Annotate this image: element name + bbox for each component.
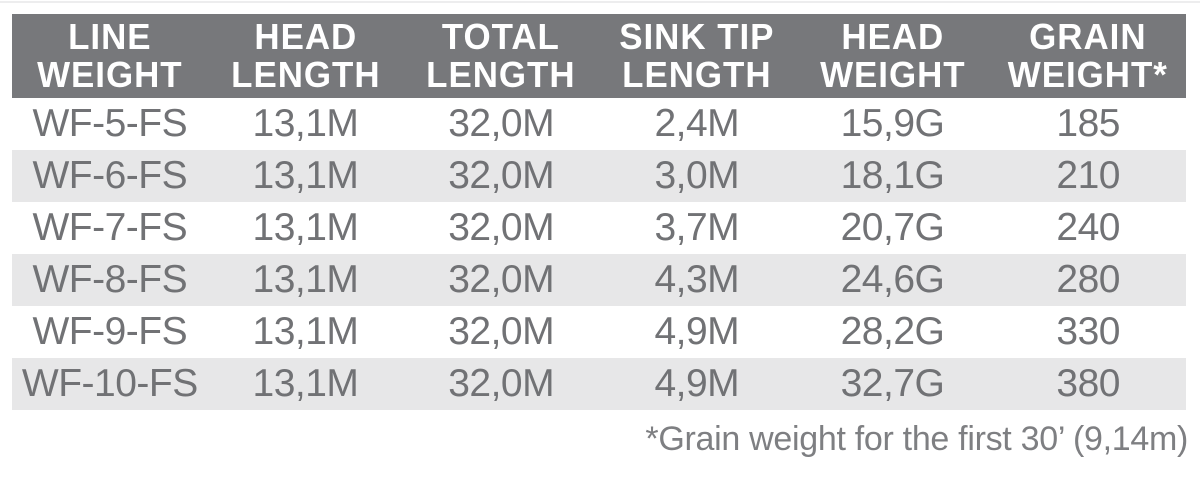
column-header-label: LENGTH [426, 54, 576, 95]
grain-weight-footnote: *Grain weight for the first 30’ (9,14m) [645, 420, 1188, 458]
column-header-label: WEIGHT [37, 54, 183, 95]
cell-sink-tip-length: 2,4M [654, 102, 740, 145]
table-row-wf-8-fs: WF-8-FS 13,1M 32,0M 4,3M 24,6G 280 [12, 254, 1186, 306]
column-header-label: WEIGHT* [1008, 54, 1169, 95]
cell-head-weight: 24,6G [840, 258, 945, 301]
column-header-total-length: TOTAL LENGTH [403, 18, 599, 94]
column-header-sink-tip-length: SINK TIP LENGTH [599, 18, 795, 94]
table-row-wf-9-fs: WF-9-FS 13,1M 32,0M 4,9M 28,2G 330 [12, 306, 1186, 358]
column-header-label: SINK TIP [619, 16, 775, 57]
cell-line-weight: WF-10-FS [21, 362, 198, 405]
table-header-row: LINE WEIGHT HEAD LENGTH TOTAL LENGTH SIN… [12, 14, 1186, 98]
column-header-label: LENGTH [230, 54, 381, 95]
cell-head-weight: 18,1G [840, 154, 945, 197]
cell-total-length: 32,0M [448, 154, 555, 197]
top-edge-artifact-line [0, 1, 1200, 3]
cell-total-length: 32,0M [448, 258, 555, 301]
cell-head-length: 13,1M [252, 154, 359, 197]
cell-grain-weight: 380 [1056, 362, 1120, 405]
cell-head-length: 13,1M [252, 102, 359, 145]
column-header-head-length: HEAD LENGTH [208, 18, 404, 94]
table-row-wf-10-fs: WF-10-FS 13,1M 32,0M 4,9M 32,7G 380 [12, 358, 1186, 410]
fly-line-spec-table: LINE WEIGHT HEAD LENGTH TOTAL LENGTH SIN… [12, 14, 1186, 410]
cell-grain-weight: 330 [1056, 310, 1120, 353]
cell-grain-weight: 240 [1056, 206, 1120, 249]
cell-sink-tip-length: 4,9M [654, 310, 740, 353]
column-header-label: TOTAL [442, 16, 561, 57]
cell-line-weight: WF-5-FS [32, 102, 188, 145]
cell-head-weight: 20,7G [840, 206, 945, 249]
cell-head-weight: 15,9G [840, 102, 945, 145]
table-row-wf-6-fs: WF-6-FS 13,1M 32,0M 3,0M 18,1G 210 [12, 150, 1186, 202]
cell-head-length: 13,1M [252, 310, 359, 353]
cell-line-weight: WF-7-FS [32, 206, 188, 249]
cell-total-length: 32,0M [448, 310, 555, 353]
column-header-line-weight: LINE WEIGHT [12, 18, 208, 94]
cell-grain-weight: 280 [1056, 258, 1120, 301]
cell-head-length: 13,1M [252, 258, 359, 301]
cell-head-length: 13,1M [252, 206, 359, 249]
cell-total-length: 32,0M [448, 206, 555, 249]
column-header-grain-weight: GRAIN WEIGHT* [990, 18, 1186, 94]
column-header-head-weight: HEAD WEIGHT [795, 18, 991, 94]
column-header-label: HEAD [841, 16, 944, 57]
column-header-label: LENGTH [622, 54, 772, 95]
cell-total-length: 32,0M [448, 362, 555, 405]
table-row-wf-5-fs: WF-5-FS 13,1M 32,0M 2,4M 15,9G 185 [12, 98, 1186, 150]
cell-line-weight: WF-6-FS [32, 154, 188, 197]
column-header-label: LINE [68, 16, 152, 57]
column-header-label: HEAD [254, 16, 357, 57]
cell-sink-tip-length: 3,0M [654, 154, 740, 197]
table-row-wf-7-fs: WF-7-FS 13,1M 32,0M 3,7M 20,7G 240 [12, 202, 1186, 254]
cell-head-weight: 32,7G [840, 362, 945, 405]
cell-line-weight: WF-9-FS [32, 310, 188, 353]
cell-sink-tip-length: 4,3M [654, 258, 740, 301]
cell-head-weight: 28,2G [840, 310, 945, 353]
cell-sink-tip-length: 3,7M [654, 206, 740, 249]
column-header-label: GRAIN [1029, 16, 1147, 57]
cell-line-weight: WF-8-FS [32, 258, 188, 301]
cell-grain-weight: 185 [1056, 102, 1120, 145]
cell-sink-tip-length: 4,9M [654, 362, 740, 405]
cell-head-length: 13,1M [252, 362, 359, 405]
cell-total-length: 32,0M [448, 102, 555, 145]
cell-grain-weight: 210 [1056, 154, 1120, 197]
column-header-label: WEIGHT [819, 54, 966, 95]
